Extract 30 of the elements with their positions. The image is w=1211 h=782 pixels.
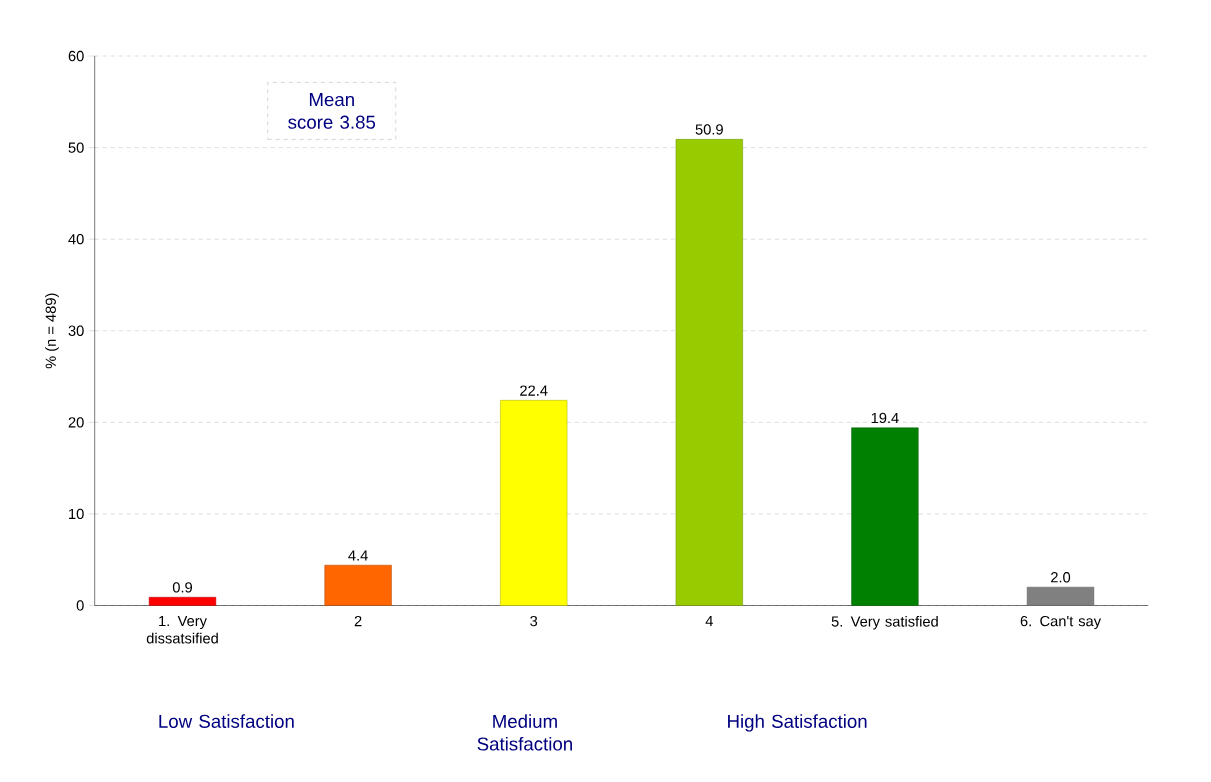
y-tick-label: 40: [68, 234, 84, 245]
x-tick-label: 1. Very dissatsified: [146, 616, 218, 644]
y-tick-label: 30: [68, 325, 84, 337]
bar: [148, 597, 217, 606]
bar: [851, 427, 919, 606]
x-tick-label: 4: [705, 616, 713, 627]
data-label: 2.0: [1051, 572, 1071, 583]
data-label: 22.4: [520, 385, 548, 396]
x-tick-label: 3: [530, 616, 538, 627]
x-tick-label: 5. Very satisfied: [831, 616, 938, 630]
y-tick-label: 50: [68, 142, 84, 154]
data-label: 4.4: [348, 550, 368, 561]
text: Low Satisfaction: [159, 714, 294, 729]
bar: [675, 139, 743, 606]
y-tick-label: 10: [69, 508, 84, 520]
bar: [500, 400, 568, 606]
y-tick-label: 20: [68, 417, 84, 428]
text: Medium Satisfaction: [477, 714, 572, 751]
y-tick-label: 0: [76, 600, 84, 611]
data-label: 50.9: [695, 124, 723, 135]
x-tick-label: 2: [354, 616, 362, 627]
bar: [324, 565, 392, 606]
text: High Satisfaction: [728, 714, 867, 732]
data-label: 0.9: [172, 582, 193, 593]
annotation: Mean score 3.85: [288, 93, 376, 130]
y-tick-label: 60: [68, 51, 84, 62]
y-axis-title: % (n = 489): [45, 293, 59, 369]
bar: [1026, 587, 1095, 606]
x-tick-label: 6. Can't say: [1020, 616, 1102, 630]
data-label: 19.4: [871, 412, 899, 424]
